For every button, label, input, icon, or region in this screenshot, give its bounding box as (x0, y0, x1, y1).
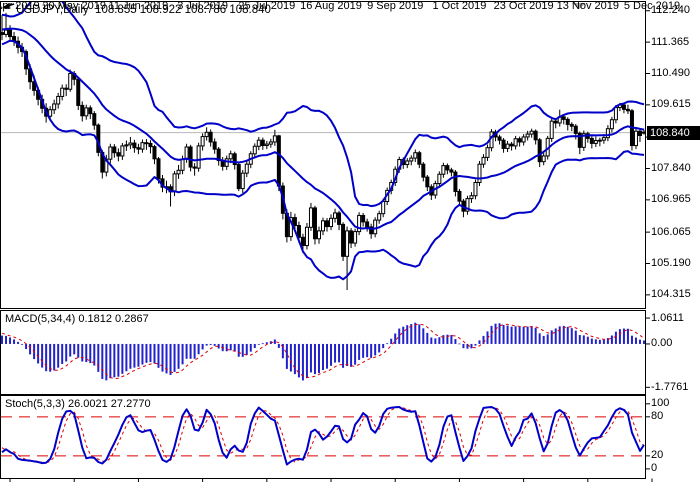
stoch-axis-label: 0 (651, 462, 658, 475)
date-axis-label: 9 Sep 2019 (367, 0, 424, 12)
symbol-period-label: USDJPY,Daily (16, 4, 89, 16)
date-axis-label: 23 Oct 2019 (493, 0, 554, 12)
stoch-pane-frame (0, 395, 646, 479)
chart-title: USDJPY,Daily 108.855 108.922 108.786 108… (16, 4, 271, 17)
date-axis-label: 3 Jul 2019 (177, 0, 229, 12)
stoch-pane[interactable] (1, 406, 645, 466)
price-axis-label: 111.365 (651, 35, 690, 48)
cursor-arrow-icon (2, 3, 15, 9)
date-axis-label: 26 Apr 2019 (0, 0, 40, 12)
date-axis-label: 11 Jun 2019 (108, 0, 169, 12)
macd-pane[interactable] (1, 322, 645, 381)
stoch-signal-line (1, 406, 645, 464)
macd-axis-label: 1.0611 (651, 311, 684, 324)
macd-axis-label: -1.7761 (651, 380, 689, 393)
stoch-axis-label: 20 (651, 449, 664, 462)
current-price-badge: 108.840 (647, 125, 700, 140)
date-axis-label: 1 Oct 2019 (432, 0, 487, 12)
ohlc-values-label: 108.855 108.922 108.786 108.840 (95, 4, 271, 16)
time-axis[interactable] (0, 478, 700, 500)
stoch-main-line (1, 406, 645, 466)
macd-histogram (1, 322, 645, 381)
price-axis-label: 112.240 (651, 4, 690, 17)
main-pane[interactable] (0, 0, 646, 291)
price-axis-label: 105.190 (651, 256, 691, 269)
date-axis-label: 16 Aug 2019 (300, 0, 362, 12)
bollinger-upper-line (1, 2, 645, 208)
macd-indicator-label: MACD(5,34,4) 0.1812 0.2867 (5, 313, 149, 325)
macd-signal-line (1, 323, 645, 380)
bollinger-middle-line (1, 27, 645, 230)
chart-shift-marker-icon (572, 3, 586, 9)
price-axis-label: 107.840 (651, 161, 691, 174)
price-axis-label: 110.490 (651, 66, 690, 79)
date-axis-label: 20 May 2019 (42, 0, 107, 12)
price-axis-label: 106.965 (651, 193, 691, 206)
price-axis-label: 106.065 (651, 225, 691, 238)
bollinger-lower-line (1, 39, 645, 281)
date-axis-label: 25 Jul 2019 (238, 0, 296, 12)
price-axis-label: 104.315 (651, 288, 691, 301)
stoch-axis-label: 80 (651, 410, 664, 423)
macd-axis-label: 0.00 (651, 337, 673, 350)
stoch-axis-label: 100 (651, 397, 670, 410)
date-axis-label: 13 Nov 2019 (556, 0, 620, 12)
date-axis-label: 5 Dec 2019 (623, 0, 681, 12)
price-axis-label: 109.615 (651, 98, 691, 111)
stoch-indicator-label: Stoch(5,3,3) 26.0021 27.2770 (5, 398, 151, 410)
